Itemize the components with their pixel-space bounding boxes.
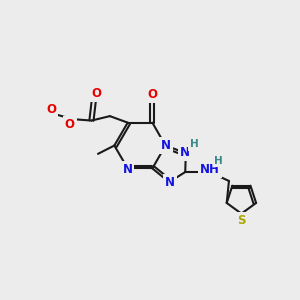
- Text: H: H: [190, 139, 199, 149]
- Text: N: N: [180, 146, 190, 159]
- Text: S: S: [237, 214, 246, 227]
- Text: O: O: [147, 88, 158, 101]
- Text: O: O: [46, 103, 56, 116]
- Text: N: N: [165, 176, 175, 189]
- Text: N: N: [123, 163, 133, 176]
- Text: N: N: [161, 139, 171, 152]
- Text: O: O: [65, 118, 75, 131]
- Text: O: O: [91, 87, 101, 100]
- Text: NH: NH: [200, 163, 220, 176]
- Text: H: H: [214, 156, 223, 166]
